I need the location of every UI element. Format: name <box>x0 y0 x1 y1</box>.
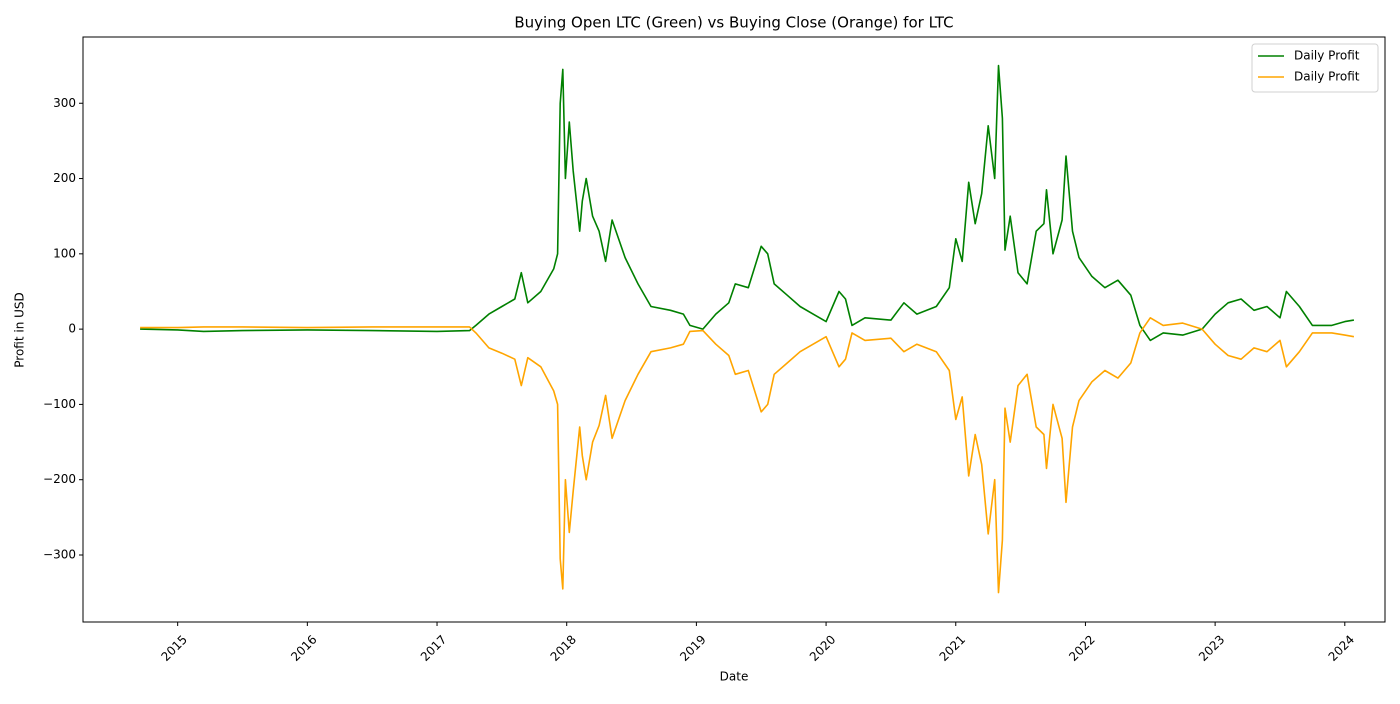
legend-label: Daily Profit <box>1294 70 1360 84</box>
x-tick-label: 2021 <box>937 632 968 663</box>
y-tick-label: 300 <box>53 96 76 110</box>
y-tick-label: 0 <box>68 322 76 336</box>
series-line <box>140 64 1355 342</box>
y-tick-label: −200 <box>43 472 76 486</box>
y-tick-label: −300 <box>43 547 76 561</box>
x-tick-label: 2019 <box>677 632 708 663</box>
x-tick-label: 2022 <box>1066 632 1097 663</box>
legend-label: Daily Profit <box>1294 49 1360 63</box>
y-axis-label: Profit in USD <box>13 292 27 368</box>
x-tick-label: 2015 <box>159 632 190 663</box>
series-line <box>140 317 1355 594</box>
x-tick-label: 2016 <box>288 632 319 663</box>
x-tick-label: 2020 <box>807 632 838 663</box>
chart-title: Buying Open LTC (Green) vs Buying Close … <box>514 14 953 32</box>
y-tick-label: 100 <box>53 246 76 260</box>
x-axis-label: Date <box>720 670 749 684</box>
x-tick-label: 2017 <box>418 632 449 663</box>
x-tick-label: 2023 <box>1196 632 1227 663</box>
x-tick-label: 2018 <box>548 632 579 663</box>
y-tick-label: −100 <box>43 397 76 411</box>
y-tick-label: 200 <box>53 171 76 185</box>
x-tick-label: 2024 <box>1326 632 1357 663</box>
